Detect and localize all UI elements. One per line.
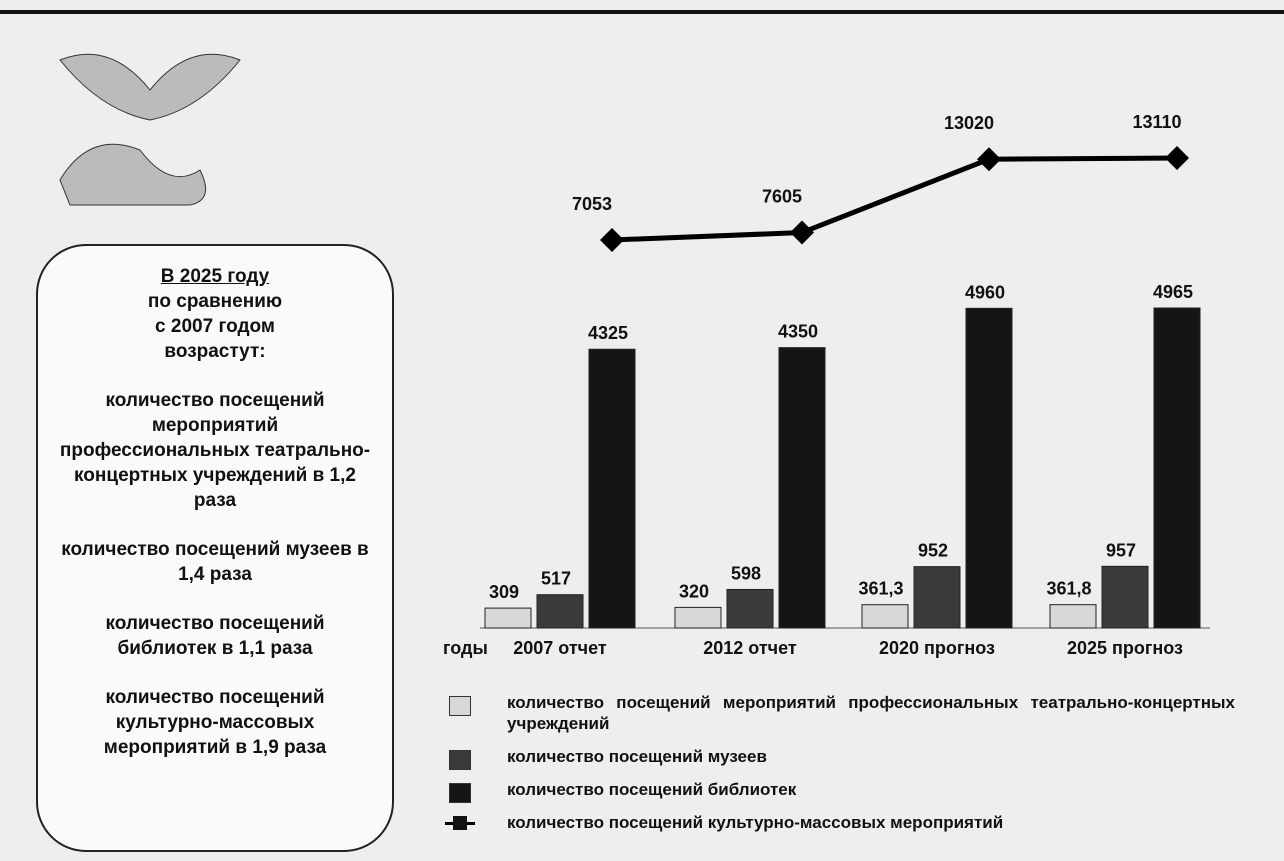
- bar: [1102, 566, 1148, 628]
- sidebar-line: по сравнению: [58, 289, 372, 314]
- value-label: 957: [1106, 540, 1136, 560]
- value-label: 4960: [965, 282, 1005, 302]
- value-label: 4350: [778, 322, 818, 342]
- sidebar-line: возрастут:: [58, 339, 372, 364]
- x-axis-label: годы: [443, 638, 488, 658]
- bar: [914, 567, 960, 628]
- bar: [727, 589, 773, 628]
- value-label: 13110: [1132, 112, 1181, 132]
- x-tick-label: 2020 прогноз: [879, 638, 995, 658]
- x-tick-label: 2007 отчет: [513, 638, 607, 658]
- bar: [675, 607, 721, 628]
- legend-swatch: [449, 696, 471, 716]
- bar: [589, 349, 635, 628]
- legend-entry: количество посещений мероприятий професс…: [445, 692, 1235, 734]
- value-label: 517: [541, 569, 571, 589]
- legend-marker: [453, 816, 467, 830]
- value-label: 13020: [944, 113, 994, 133]
- x-tick-label: 2025 прогноз: [1067, 638, 1183, 658]
- legend-entry: количество посещений библиотек: [445, 779, 1235, 800]
- bar: [537, 595, 583, 628]
- sidebar-item: количество посещений мероприятий професс…: [58, 388, 372, 513]
- legend-swatch: [449, 750, 471, 770]
- value-label: 309: [489, 582, 519, 602]
- line-point: [1165, 146, 1189, 170]
- legend-label: количество посещений библиотек: [507, 779, 1235, 800]
- value-label: 4965: [1153, 282, 1193, 302]
- bar: [862, 605, 908, 628]
- value-label: 7605: [762, 187, 802, 207]
- page: годы 2007 отчет 2012 отчет 2020 прогноз 2025…: [0, 0, 1284, 861]
- legend-label: количество посещений музеев: [507, 746, 1235, 767]
- value-label: 7053: [572, 194, 612, 214]
- legend-label: количество посещений мероприятий професс…: [507, 692, 1235, 734]
- value-label: 598: [731, 563, 761, 583]
- line: [612, 158, 1177, 240]
- x-tick-label: 2012 отчет: [703, 638, 797, 658]
- sidebar-item: количество посещений музеев в 1,4 раза: [58, 537, 372, 587]
- bar: [1050, 605, 1096, 628]
- bar: [1154, 308, 1200, 628]
- bar: [966, 308, 1012, 628]
- legend-swatch: [449, 783, 471, 803]
- sidebar-line: с 2007 годом: [58, 314, 372, 339]
- value-label: 4325: [588, 323, 628, 343]
- sidebar-item: количество посещений культурно-массовых …: [58, 685, 372, 760]
- legend: количество посещений мероприятий професс…: [445, 692, 1235, 845]
- value-label: 952: [918, 541, 948, 561]
- legend-label: количество посещений культурно-массовых …: [507, 812, 1235, 833]
- legend-entry: количество посещений музеев: [445, 746, 1235, 767]
- value-label: 361,8: [1046, 579, 1091, 599]
- bar: [779, 348, 825, 628]
- emblem: [60, 54, 240, 205]
- legend-entry: количество посещений культурно-массовых …: [445, 812, 1235, 833]
- sidebar-items: количество посещений мероприятий професс…: [58, 388, 372, 760]
- legend-line: [445, 822, 475, 825]
- sidebar-heading: В 2025 году: [58, 264, 372, 289]
- line-point: [600, 228, 624, 252]
- value-label: 320: [679, 581, 709, 601]
- line-point: [790, 221, 814, 245]
- value-label: 361,3: [858, 579, 903, 599]
- bar: [485, 608, 531, 628]
- sidebar-item: количество посещений библиотек в 1,1 раз…: [58, 611, 372, 661]
- line-point: [977, 147, 1001, 171]
